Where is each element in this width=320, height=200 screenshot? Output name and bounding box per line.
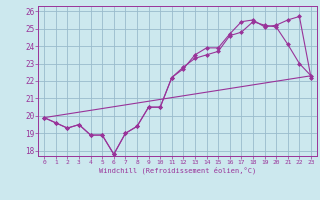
X-axis label: Windchill (Refroidissement éolien,°C): Windchill (Refroidissement éolien,°C) (99, 167, 256, 174)
